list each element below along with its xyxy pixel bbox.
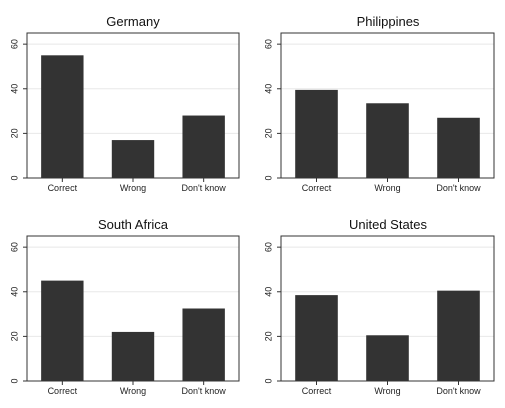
x-tick-label: Wrong (120, 183, 146, 193)
y-tick-label: 60 (263, 242, 273, 252)
chart-svg: Germany 0 20 40 60 Correct Wrong Don't know (9, 14, 240, 193)
x-tick-label: Wrong (120, 386, 146, 396)
bar (437, 290, 480, 381)
y-tick-label: 0 (263, 378, 273, 383)
x-tick-label: Wrong (374, 386, 400, 396)
x-tick-label: Wrong (374, 183, 400, 193)
chart-svg: Philippines 0 20 40 60 Correct Wrong Don't kn… (263, 14, 495, 193)
bar (182, 115, 225, 178)
bar (111, 140, 155, 178)
bar (295, 89, 338, 178)
x-tick-label: Don't know (182, 183, 227, 193)
y-tick-label: 40 (263, 287, 273, 297)
y-tick-label: 40 (9, 84, 19, 94)
chart-svg: United States 0 20 40 60 Correct Wrong Don't … (263, 217, 495, 396)
bar (366, 335, 409, 381)
panel-title: United States (349, 217, 428, 232)
x-tick-label: Don't know (436, 183, 481, 193)
x-tick-label: Don't know (436, 386, 481, 396)
x-tick-label: Correct (48, 183, 78, 193)
y-tick-label: 60 (263, 39, 273, 49)
bar (41, 280, 84, 381)
bar (437, 117, 480, 178)
y-tick-label: 60 (9, 242, 19, 252)
chart-svg: South Africa 0 20 40 60 Correct Wrong Don't k… (9, 217, 240, 396)
chart-panel-germany: Germany 0 20 40 60 Correct Wrong Don't know (0, 0, 252, 204)
y-tick-label: 0 (9, 175, 19, 180)
x-tick-label: Correct (302, 183, 332, 193)
x-tick-label: Don't know (182, 386, 227, 396)
x-tick-label: Correct (48, 386, 78, 396)
bar (182, 308, 225, 381)
panel-title: South Africa (98, 217, 169, 232)
y-tick-label: 20 (9, 128, 19, 138)
panel-title: Philippines (357, 14, 420, 29)
y-tick-label: 40 (263, 84, 273, 94)
chart-panel-united-states: United States 0 20 40 60 Correct Wrong Don't … (253, 203, 505, 407)
bar (41, 55, 84, 178)
chart-panel-south-africa: South Africa 0 20 40 60 Correct Wrong Don't k… (0, 203, 252, 407)
y-tick-label: 20 (263, 331, 273, 341)
y-tick-label: 60 (9, 39, 19, 49)
y-tick-label: 40 (9, 287, 19, 297)
y-tick-label: 0 (263, 175, 273, 180)
y-tick-label: 0 (9, 378, 19, 383)
bar (111, 331, 155, 381)
y-tick-label: 20 (9, 331, 19, 341)
y-tick-label: 20 (263, 128, 273, 138)
bar (295, 295, 338, 381)
chart-panel-philippines: Philippines 0 20 40 60 Correct Wrong Don't kn… (253, 0, 505, 204)
bar (366, 103, 409, 178)
x-tick-label: Correct (302, 386, 332, 396)
panel-title: Germany (106, 14, 160, 29)
